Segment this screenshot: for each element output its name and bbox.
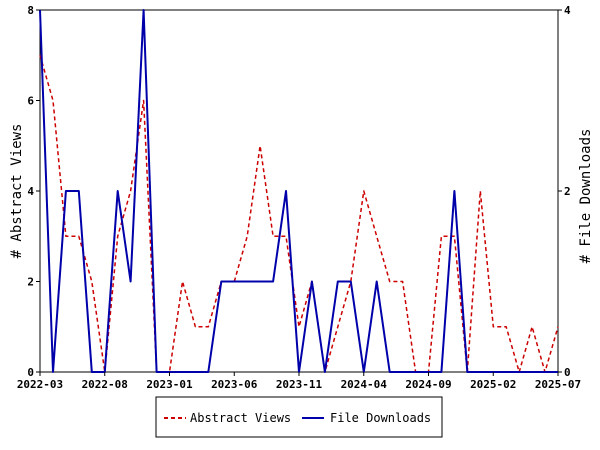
x-tick-label: 2024-04 [341,378,388,391]
legend-label-file-downloads: File Downloads [330,411,431,425]
y2-axis-title: # File Downloads [578,129,594,264]
x-tick-label: 2022-03 [17,378,63,391]
x-tick-label: 2023-11 [276,378,323,391]
x-tick-label: 2024-09 [405,378,451,391]
legend: Abstract Views File Downloads [155,396,443,438]
legend-label-abstract-views: Abstract Views [190,411,291,425]
y2-tick-label: 0 [564,366,571,379]
y-tick-label: 4 [27,185,34,198]
y-tick-label: 0 [27,366,34,379]
y2-tick-label: 2 [564,185,571,198]
x-tick-label: 2023-01 [146,378,193,391]
x-tick-label: 2022-08 [82,378,128,391]
y2-tick-label: 4 [564,4,571,17]
x-tick-label: 2023-06 [211,378,258,391]
series-line-abstract-views [39,55,559,373]
chart-marks [39,9,559,373]
axes: 0 2 4 6 8 0 2 4 2022-03 2022-08 2023-01 2023-06 2023… [17,4,581,391]
y-tick-label: 6 [27,95,34,108]
y-axis-title: # Abstract Views [9,124,25,259]
y-tick-label: 2 [27,276,34,289]
y-tick-label: 8 [27,4,34,17]
x-tick-label: 2025-07 [535,378,581,391]
x-tick-label: 2025-02 [470,378,516,391]
legend-box [155,396,443,438]
